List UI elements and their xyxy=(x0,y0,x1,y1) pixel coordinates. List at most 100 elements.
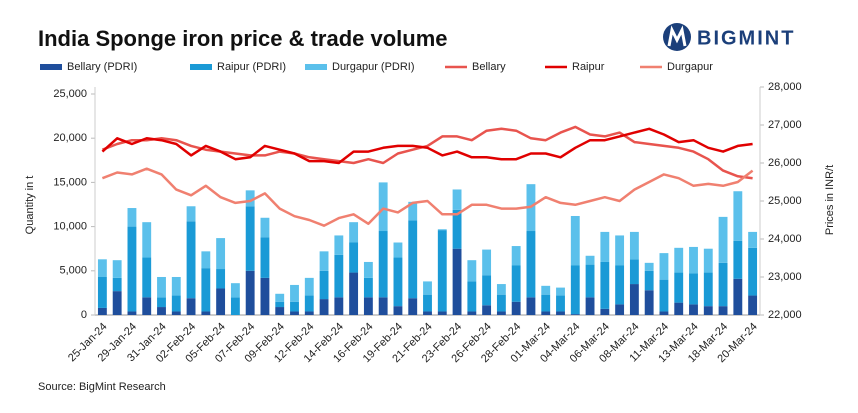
y-axis-title: Quantity in t xyxy=(24,176,36,235)
bar xyxy=(319,299,329,315)
bar xyxy=(378,297,388,315)
bar xyxy=(437,229,447,231)
bar xyxy=(733,191,743,241)
bar xyxy=(467,281,477,312)
bar xyxy=(437,230,447,312)
y-tick-label: 25,000 xyxy=(53,88,87,100)
y2-tick-label: 27,000 xyxy=(768,119,802,131)
chart-title: India Sponge iron price & trade volume xyxy=(38,26,448,51)
bar xyxy=(718,306,728,315)
line xyxy=(101,167,754,227)
bar xyxy=(556,311,565,315)
source: Source: BigMint Research xyxy=(38,381,166,393)
legend-label: Durgapur (PDRI) xyxy=(332,61,415,73)
bar xyxy=(689,246,698,274)
bar xyxy=(378,231,388,298)
logo-icon xyxy=(663,23,691,51)
bar xyxy=(482,305,492,315)
bar xyxy=(541,311,551,315)
legend-label: Raipur (PDRI) xyxy=(217,61,286,73)
bar xyxy=(644,270,654,291)
bar xyxy=(423,311,432,315)
bar xyxy=(142,257,152,298)
bar xyxy=(629,231,639,260)
bar xyxy=(482,249,492,276)
bar xyxy=(378,182,388,232)
bar xyxy=(290,284,299,302)
bar xyxy=(629,284,639,315)
bar xyxy=(319,251,329,271)
bar xyxy=(97,276,107,308)
bar xyxy=(393,306,403,315)
legend-swatch xyxy=(40,64,62,70)
bar xyxy=(748,247,758,296)
y2-tick-label: 28,000 xyxy=(768,81,802,93)
y-tick-label: 0 xyxy=(81,309,87,321)
bar xyxy=(541,294,551,312)
bar xyxy=(585,297,595,315)
bar xyxy=(260,217,270,238)
bar xyxy=(629,259,639,285)
bar xyxy=(703,272,713,307)
bar xyxy=(659,279,669,312)
bar xyxy=(245,270,255,315)
bar xyxy=(408,298,418,315)
bar xyxy=(452,248,462,315)
bar xyxy=(526,231,536,298)
bar xyxy=(467,260,477,282)
bar xyxy=(541,285,551,295)
bar xyxy=(349,222,359,243)
bar xyxy=(585,255,595,265)
line xyxy=(101,127,753,165)
bar xyxy=(452,189,462,210)
bar xyxy=(334,254,344,298)
y2-tick-label: 22,000 xyxy=(768,309,802,321)
bar xyxy=(112,260,122,278)
bar xyxy=(201,311,211,315)
bar xyxy=(157,297,166,308)
bar xyxy=(186,298,196,315)
bar xyxy=(659,311,669,315)
bar xyxy=(260,277,270,315)
bar xyxy=(674,302,684,315)
bar xyxy=(689,304,698,315)
bar xyxy=(216,269,226,289)
bar xyxy=(245,206,255,271)
bar xyxy=(408,220,418,299)
bar xyxy=(142,297,152,315)
legend-swatch xyxy=(190,64,212,70)
bar xyxy=(171,311,181,315)
bar xyxy=(437,311,447,315)
bar xyxy=(230,297,240,315)
bar xyxy=(570,215,580,266)
bar xyxy=(290,301,299,312)
bar xyxy=(245,190,255,207)
bar xyxy=(112,277,122,292)
bar xyxy=(275,307,285,315)
bar xyxy=(97,307,107,315)
bar xyxy=(570,314,580,315)
y2-tick-label: 23,000 xyxy=(768,271,802,283)
bar xyxy=(186,221,196,299)
bar xyxy=(644,290,654,315)
bar xyxy=(615,265,625,305)
bar xyxy=(304,295,314,312)
bar xyxy=(600,231,610,262)
bar xyxy=(127,226,137,312)
bar xyxy=(260,237,270,278)
bar xyxy=(304,311,314,315)
bar xyxy=(230,283,240,298)
y-tick-label: 20,000 xyxy=(53,132,87,144)
bar xyxy=(393,257,403,307)
bar xyxy=(393,242,403,258)
bar xyxy=(201,251,211,269)
bar xyxy=(659,253,669,280)
bar xyxy=(496,294,506,312)
bar xyxy=(334,297,344,315)
bar xyxy=(275,301,285,308)
bar xyxy=(127,208,137,227)
y-tick-label: 15,000 xyxy=(53,176,87,188)
y2-tick-label: 25,000 xyxy=(768,195,802,207)
bar xyxy=(112,291,122,315)
